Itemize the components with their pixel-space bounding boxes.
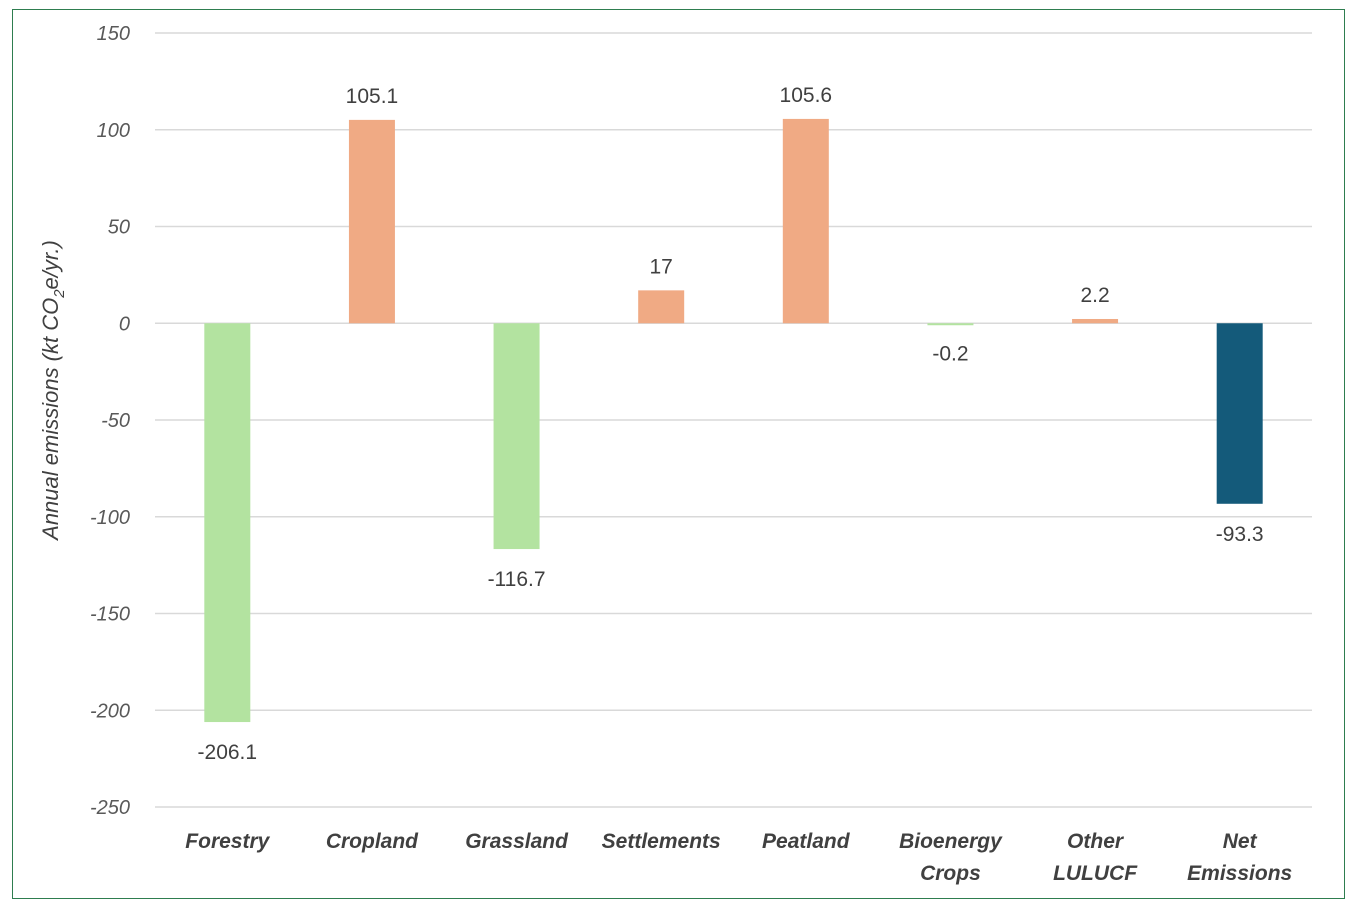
data-label: 17 xyxy=(650,255,673,278)
y-tick-label: -150 xyxy=(90,604,130,626)
y-tick-label: 0 xyxy=(119,313,130,335)
y-tick-label: -50 xyxy=(101,410,130,432)
bar xyxy=(493,323,540,550)
bar xyxy=(638,290,685,324)
y-tick-labels: 150 100 50 0 -50 -100 -150 -200 -250 xyxy=(90,23,130,819)
y-tick-label: -250 xyxy=(90,797,130,819)
data-labels: -206.1 105.1 -116.7 17 105.6 -0.2 2.2 -93.3 xyxy=(198,84,1264,764)
category-label: Bioenergy Crops xyxy=(899,830,1003,885)
category-label: Cropland xyxy=(326,830,419,853)
bars xyxy=(204,118,1263,723)
data-label: -93.3 xyxy=(1216,523,1264,546)
gridlines xyxy=(155,32,1312,808)
bar xyxy=(1216,323,1263,504)
bar xyxy=(1072,318,1119,324)
data-label: 105.6 xyxy=(780,84,833,107)
category-label: Net Emissions xyxy=(1187,830,1292,885)
category-label: Other LULUCF xyxy=(1053,830,1138,885)
category-label: Forestry xyxy=(185,830,270,853)
data-label: -0.2 xyxy=(932,343,968,366)
y-tick-label: -200 xyxy=(90,700,130,722)
y-tick-label: 150 xyxy=(97,23,130,45)
bar xyxy=(204,323,251,723)
y-axis-label: Annual emissions (kt CO2e/yr.) xyxy=(38,240,68,542)
data-label: 105.1 xyxy=(346,85,399,108)
bar xyxy=(782,118,829,324)
y-tick-label: -100 xyxy=(90,507,130,529)
y-tick-label: 50 xyxy=(108,217,130,239)
data-label: -206.1 xyxy=(198,741,258,764)
category-label: Settlements xyxy=(602,830,721,853)
y-tick-label: 100 xyxy=(97,120,130,142)
category-label: Grassland xyxy=(465,830,569,853)
category-labels: Forestry Cropland Grassland Settlements Peat… xyxy=(185,830,1292,885)
data-label: -116.7 xyxy=(488,568,546,591)
category-label: Peatland xyxy=(762,830,851,853)
bar xyxy=(927,323,974,326)
data-label: 2.2 xyxy=(1080,284,1109,307)
bar xyxy=(348,119,395,324)
